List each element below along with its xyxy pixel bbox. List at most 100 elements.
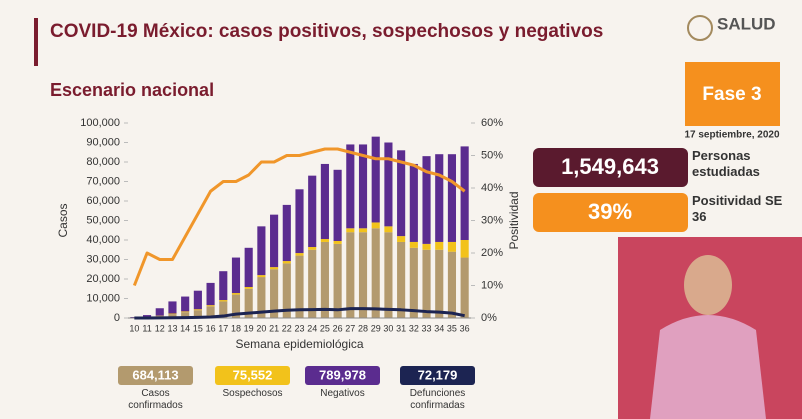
y2-tick-label: 0% [481, 312, 497, 324]
x-axis-label: Semana epidemiológica [235, 337, 363, 351]
bar-segment [282, 204, 291, 262]
accent-bar [34, 18, 38, 66]
positivity-value: 39% [588, 199, 632, 224]
subtitle: Escenario nacional [50, 80, 214, 100]
bar-segment [460, 257, 469, 318]
bar-segment [270, 269, 279, 318]
bar-segment [168, 313, 177, 315]
studied-label: Personas estudiadas [692, 148, 760, 179]
y-tick-label: 100,000 [80, 117, 120, 129]
x-tick-label: 23 [294, 323, 304, 333]
legend-label: Sospechosos [222, 388, 283, 399]
y2-tick-label: 10% [481, 279, 503, 291]
bar-segment [333, 169, 342, 241]
logo-text: SALUD [717, 14, 776, 33]
x-tick-label: 32 [409, 323, 419, 333]
x-tick-label: 27 [345, 323, 355, 333]
x-tick-label: 21 [269, 323, 279, 333]
y-tick-label: 40,000 [86, 234, 120, 246]
bar-segment [358, 232, 368, 318]
x-tick-label: 18 [231, 323, 241, 333]
x-tick-label: 25 [320, 323, 330, 333]
bar-segment [193, 290, 202, 310]
y-tick-label: 90,000 [86, 136, 120, 148]
bar-segment [409, 247, 418, 318]
x-tick-label: 10 [129, 323, 139, 333]
bar-segment [295, 253, 304, 256]
interpreter-head [684, 255, 732, 315]
bar-segment [358, 228, 368, 233]
title: COVID-19 México: casos positivos, sospec… [50, 21, 603, 42]
bar-segment [346, 232, 355, 318]
x-tick-label: 24 [307, 323, 317, 333]
y2-tick-label: 40% [481, 182, 503, 194]
x-tick-label: 30 [383, 323, 393, 333]
bar-segment [320, 163, 329, 240]
bar-segment [282, 263, 291, 318]
x-tick-label: 31 [396, 323, 406, 333]
bar-segment [447, 154, 457, 242]
bar-segment [384, 232, 393, 318]
bar-segment [270, 214, 279, 268]
bar-segment [231, 294, 241, 318]
bar-segment [308, 175, 317, 248]
bar-segment [206, 306, 215, 318]
bar-segment [422, 243, 431, 250]
bar-segment [244, 288, 253, 318]
x-tick-label: 11 [142, 323, 151, 333]
bar-segment [435, 241, 444, 250]
legend-swatch [215, 366, 290, 385]
y2-tick-label: 50% [481, 149, 503, 161]
y-tick-label: 50,000 [86, 214, 120, 226]
bar-segment [397, 241, 406, 318]
bar-segment [155, 308, 164, 316]
bar-segment [219, 271, 228, 301]
bar-segment [168, 301, 177, 314]
bar-segment [371, 228, 380, 318]
phase: Fase 3 [702, 84, 761, 105]
studied-label-box: Personas estudiadas [692, 148, 760, 179]
bar-segment [371, 222, 380, 229]
x-tick-label: 28 [358, 323, 368, 333]
x-tick-label: 15 [193, 323, 203, 333]
y-tick-label: 10,000 [86, 292, 120, 304]
bar-segment [282, 261, 291, 264]
y2-tick-label: 60% [481, 117, 503, 129]
bar-segment [320, 239, 329, 242]
bar-segment [422, 249, 431, 318]
x-tick-label: 13 [167, 323, 177, 333]
bar-segment [358, 144, 368, 229]
bar-segment [219, 301, 228, 318]
bar-segment [460, 240, 469, 258]
bar-segment [168, 314, 177, 318]
interpreter-body [650, 315, 766, 419]
date: 17 septiembre, 2020 [684, 130, 779, 141]
legend-swatch [400, 366, 475, 385]
bar-segment [142, 315, 152, 318]
x-tick-label: 20 [256, 323, 266, 333]
chart: 0 10,000 20,000 30,000 40,000 50,000 60,000 70,… [56, 117, 521, 411]
bar-segment [244, 247, 253, 287]
y-tick-label: 30,000 [86, 253, 120, 265]
legend-total: 684,113 [132, 367, 178, 382]
bar-segment [206, 282, 215, 306]
bar-segment [231, 257, 241, 294]
y-axis-label: Casos [56, 203, 70, 237]
bar-segment [333, 240, 342, 244]
phase-box [685, 62, 780, 126]
bar-segment [308, 249, 317, 318]
x-tick-label: 34 [434, 323, 444, 333]
legend-swatch [118, 366, 193, 385]
x-tick-label: 29 [371, 323, 381, 333]
bar-segment [181, 311, 190, 313]
positivity-label: Positividad SE 36 [692, 193, 783, 224]
bar-segment [270, 267, 279, 270]
bar-segment [295, 189, 304, 254]
y2-axis-label: Positividad [507, 191, 521, 249]
bar-segment [409, 241, 418, 248]
logo-emblem [687, 15, 713, 41]
line-series [134, 307, 465, 320]
bar-segment [219, 300, 228, 302]
bar-segment [257, 277, 266, 318]
bar-segment [320, 241, 329, 318]
